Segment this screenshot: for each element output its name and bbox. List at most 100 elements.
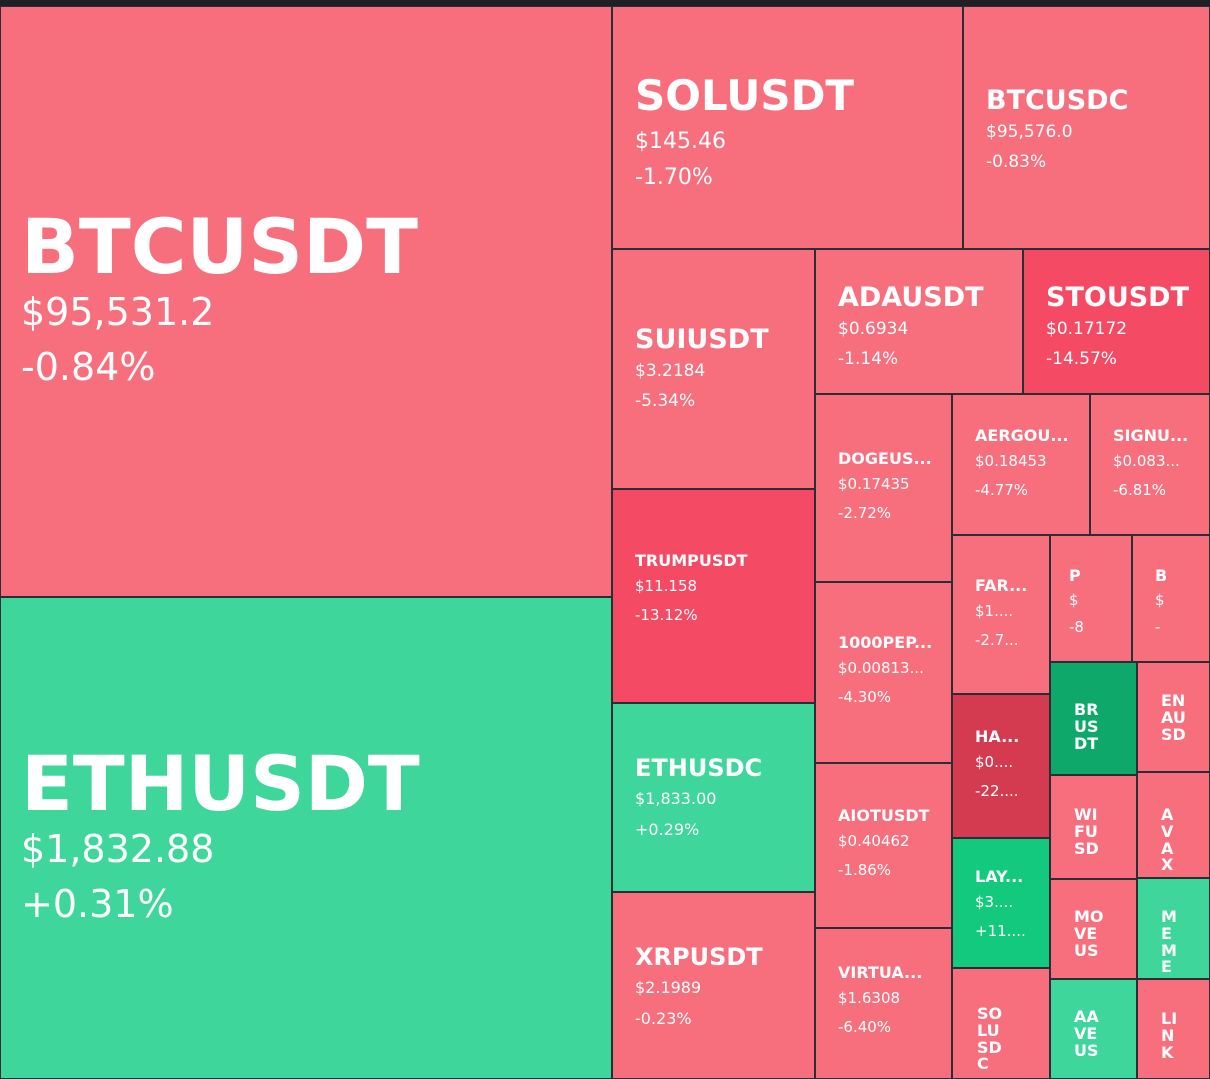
tile-signu[interactable]: SIGNU... $0.083... -6.81% bbox=[1090, 394, 1210, 535]
tile-virtua[interactable]: VIRTUA... $1.6308 -6.40% bbox=[815, 928, 952, 1079]
tile-ha[interactable]: HA... $0.... -22.... bbox=[952, 694, 1050, 838]
top-bar bbox=[0, 0, 1210, 6]
tile-price: $11.158 bbox=[635, 576, 698, 595]
tile-price: $0.17172 bbox=[1046, 319, 1128, 340]
tile-change: -0.23% bbox=[635, 1008, 692, 1028]
tile-price: $ bbox=[1069, 590, 1079, 609]
tile-adausdt[interactable]: ADAUSDT $0.6934 -1.14% bbox=[815, 249, 1023, 394]
tile-change: -4.77% bbox=[975, 481, 1029, 500]
tile-symbol: ETHUSDC bbox=[635, 754, 763, 782]
tile-change: -1.86% bbox=[838, 861, 892, 880]
tile-price: $3.2184 bbox=[635, 361, 706, 382]
tile-far[interactable]: FAR... $1.... -2.7... bbox=[952, 535, 1050, 694]
tile-change: -13.12% bbox=[635, 606, 698, 625]
tile-symbol: BTCUSDT bbox=[21, 209, 418, 285]
tile-change: -2.7... bbox=[975, 631, 1019, 650]
tile-change: +0.31% bbox=[21, 882, 174, 927]
tile-price: $3.... bbox=[975, 892, 1014, 911]
tile-change: -1.70% bbox=[635, 164, 713, 190]
tile-price: $145.46 bbox=[635, 128, 726, 154]
tile-1000pep[interactable]: 1000PEP... $0.00813... -4.30% bbox=[815, 582, 952, 763]
tile-change: +0.29% bbox=[635, 819, 700, 839]
tile-b[interactable]: B $ - bbox=[1132, 535, 1210, 662]
tile-link[interactable]: LINK bbox=[1137, 979, 1210, 1079]
tile-avax[interactable]: AVAX bbox=[1137, 772, 1210, 878]
tile-symbol: SIGNU... bbox=[1113, 426, 1189, 445]
tile-price: $2.1989 bbox=[635, 978, 702, 998]
tile-price: $0.6934 bbox=[838, 319, 909, 340]
tile-btcusdc[interactable]: BTCUSDC $95,576.0 -0.83% bbox=[963, 6, 1210, 249]
tile-wifusd[interactable]: WIFUSD bbox=[1050, 775, 1137, 879]
tile-price: $0.17435 bbox=[838, 474, 910, 493]
tile-aiotusdt[interactable]: AIOTUSDT $0.40462 -1.86% bbox=[815, 763, 952, 928]
tile-price: $95,531.2 bbox=[21, 290, 215, 334]
tile-symbol: VIRTUA... bbox=[838, 963, 923, 982]
tile-solusdc[interactable]: SOLUSDC bbox=[952, 968, 1050, 1079]
tile-stousdt[interactable]: STOUSDT $0.17172 -14.57% bbox=[1023, 249, 1210, 394]
tile-symbol: ENAUSD bbox=[1161, 691, 1186, 744]
tile-change: -5.34% bbox=[635, 390, 696, 411]
tile-moveus[interactable]: MOVEUS bbox=[1050, 879, 1137, 979]
tile-change: -2.72% bbox=[838, 504, 892, 523]
tile-symbol: BRUSDT bbox=[1074, 700, 1099, 753]
tile-price: $1.6308 bbox=[838, 988, 901, 1007]
tile-enausd[interactable]: ENAUSD bbox=[1137, 662, 1210, 772]
tile-price: $ bbox=[1155, 590, 1165, 609]
tile-change: -0.84% bbox=[21, 345, 156, 390]
tile-symbol: SOLUSDT bbox=[635, 71, 855, 120]
tile-symbol: 1000PEP... bbox=[838, 633, 933, 652]
tile-symbol: DOGEUS... bbox=[838, 449, 932, 468]
tile-symbol: SUIUSDT bbox=[635, 324, 769, 355]
tile-symbol: FAR... bbox=[975, 576, 1028, 595]
tile-change: +11.... bbox=[975, 922, 1026, 941]
tile-symbol: AAVEUS bbox=[1074, 1007, 1099, 1060]
tile-symbol: SOLUSDC bbox=[977, 1004, 1003, 1074]
tile-lay[interactable]: LAY... $3.... +11.... bbox=[952, 838, 1050, 968]
tile-ethusdc[interactable]: ETHUSDC $1,833.00 +0.29% bbox=[612, 703, 815, 892]
tile-price: $1,833.00 bbox=[635, 789, 717, 809]
tile-symbol: LAY... bbox=[975, 867, 1024, 886]
tile-aergou[interactable]: AERGOU... $0.18453 -4.77% bbox=[952, 394, 1090, 535]
tile-symbol: WIFUSD bbox=[1074, 805, 1099, 858]
tile-symbol: B bbox=[1155, 566, 1168, 585]
tile-price: $1.... bbox=[975, 601, 1014, 620]
tile-symbol: XRPUSDT bbox=[635, 943, 763, 971]
tile-symbol: LINK bbox=[1161, 1009, 1178, 1062]
tile-symbol: AVAX bbox=[1161, 805, 1174, 875]
tile-symbol: STOUSDT bbox=[1046, 282, 1190, 313]
tile-symbol: HA... bbox=[975, 727, 1020, 746]
tile-price: $0.40462 bbox=[838, 831, 910, 850]
tile-symbol: AERGOU... bbox=[975, 426, 1069, 445]
tile-price: $0.083... bbox=[1113, 451, 1180, 470]
tile-change: -22.... bbox=[975, 782, 1019, 801]
tile-xrpusdt[interactable]: XRPUSDT $2.1989 -0.23% bbox=[612, 892, 815, 1079]
tile-trumpusdt[interactable]: TRUMPUSDT $11.158 -13.12% bbox=[612, 489, 815, 703]
tile-suiusdt[interactable]: SUIUSDT $3.2184 -5.34% bbox=[612, 249, 815, 489]
tile-change: - bbox=[1155, 617, 1161, 636]
tile-price: $1,832.88 bbox=[21, 827, 215, 871]
tile-symbol: P bbox=[1069, 566, 1081, 585]
tile-change: -1.14% bbox=[838, 348, 899, 369]
tile-symbol: BTCUSDC bbox=[986, 85, 1129, 116]
tile-symbol: TRUMPUSDT bbox=[635, 551, 748, 570]
tile-symbol: ETHUSDT bbox=[21, 746, 420, 822]
tile-price: $0.... bbox=[975, 752, 1014, 771]
tile-solusdt[interactable]: SOLUSDT $145.46 -1.70% bbox=[612, 6, 963, 249]
tile-aaveus[interactable]: AAVEUS bbox=[1050, 979, 1137, 1079]
tile-change: -6.81% bbox=[1113, 481, 1167, 500]
tile-brusdt[interactable]: BRUSDT bbox=[1050, 662, 1137, 775]
tile-price: $0.18453 bbox=[975, 451, 1047, 470]
tile-price: $0.00813... bbox=[838, 658, 924, 677]
tile-meme[interactable]: MEME bbox=[1137, 878, 1210, 979]
tile-change: -8 bbox=[1069, 617, 1084, 636]
tile-change: -4.30% bbox=[838, 688, 892, 707]
tile-btcusdt[interactable]: BTCUSDT $95,531.2 -0.84% bbox=[0, 6, 612, 597]
tile-dogeus[interactable]: DOGEUS... $0.17435 -2.72% bbox=[815, 394, 952, 582]
tile-symbol: MEME bbox=[1161, 907, 1177, 977]
tile-p[interactable]: P $ -8 bbox=[1050, 535, 1132, 662]
tile-change: -6.40% bbox=[838, 1018, 892, 1037]
tile-change: -14.57% bbox=[1046, 348, 1117, 369]
tile-change: -0.83% bbox=[986, 151, 1047, 172]
tile-ethusdt[interactable]: ETHUSDT $1,832.88 +0.31% bbox=[0, 597, 612, 1079]
